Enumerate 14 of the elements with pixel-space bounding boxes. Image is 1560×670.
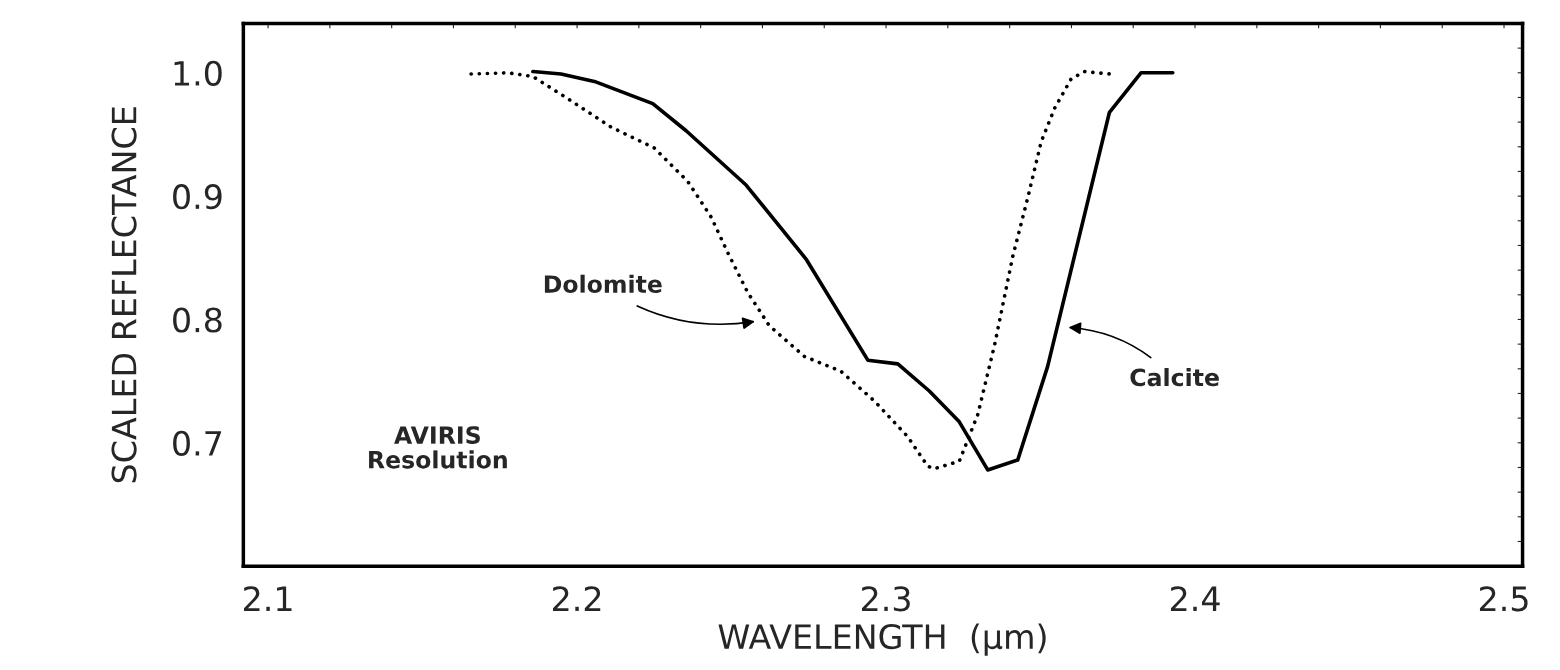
y-tick-label: 0.8 (173, 307, 222, 333)
x-tick-label: 2.1 (244, 586, 292, 611)
x-axis-title: WAVELENGTH (µm) (718, 623, 1046, 656)
annotation: Dolomite (544, 274, 662, 293)
y-tick-label: 1.0 (174, 60, 222, 86)
y-axis-title: SCALED REFLECTANCE (111, 107, 137, 483)
x-tick-label: 2.2 (553, 586, 601, 611)
y-tick-label: 0.9 (173, 184, 222, 210)
x-tick-label: 2.5 (1479, 586, 1528, 612)
x-tick-label: 2.3 (861, 586, 910, 612)
annotation: AVIRIS Resolution (369, 426, 507, 469)
x-tick-label: 2.4 (1170, 586, 1220, 611)
annotation: Calcite (1130, 368, 1219, 387)
y-tick-label: 0.7 (173, 430, 222, 456)
